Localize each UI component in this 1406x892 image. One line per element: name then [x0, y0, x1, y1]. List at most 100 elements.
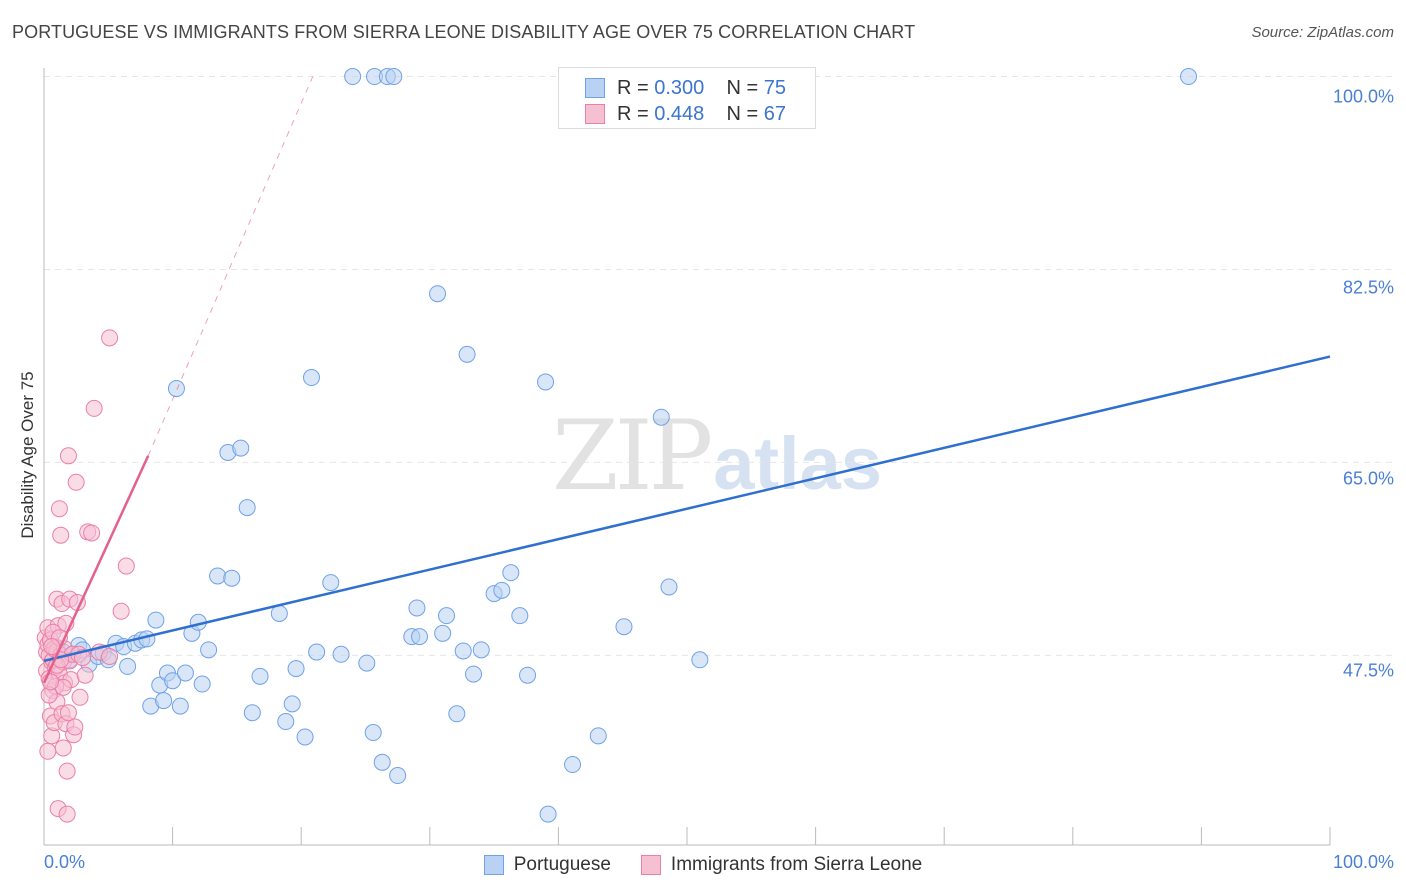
- portuguese-point: [502, 564, 520, 582]
- portuguese-point: [176, 664, 194, 682]
- sierra-leone-trend-extension: [147, 76, 314, 457]
- portuguese-point: [539, 805, 557, 823]
- portuguese-point: [193, 675, 211, 693]
- x-tick-label-0: 0.0%: [44, 852, 86, 872]
- portuguese-point: [171, 697, 189, 715]
- portuguese-point: [238, 499, 256, 517]
- sierra-leone-point: [66, 718, 84, 736]
- legend-n-value: 75: [763, 76, 787, 99]
- sierra-leone-point: [59, 447, 77, 465]
- y-tick-label-100: 100.0%: [1332, 86, 1394, 107]
- portuguese-point: [434, 624, 452, 642]
- portuguese-point: [564, 756, 582, 774]
- portuguese-point: [223, 569, 241, 587]
- legend-r-value: 0.300: [654, 76, 705, 99]
- sierra-leone-point: [83, 524, 101, 542]
- portuguese-point: [429, 285, 447, 303]
- portuguese-point: [448, 705, 466, 723]
- sierra-leone-point: [76, 666, 94, 684]
- series-legend: Portuguese Immigrants from Sierra Leone: [0, 852, 1406, 878]
- legend-item-portuguese: Portuguese: [483, 854, 611, 876]
- portuguese-point: [302, 369, 320, 387]
- portuguese-point: [164, 672, 182, 690]
- sierra-leone-point: [101, 647, 119, 665]
- sierra-leone-point: [85, 399, 103, 417]
- x-tick-label-100: 100.0%: [1332, 852, 1394, 872]
- portuguese-point: [251, 667, 269, 685]
- legend-n-value: 67: [763, 102, 787, 125]
- y-tick-label-47-5: 47.5%: [1342, 660, 1394, 681]
- portuguese-point: [373, 753, 391, 771]
- correlation-legend: R = 0.300 N = 75 R = 0.448 N = 67: [558, 67, 816, 129]
- portuguese-point: [1180, 68, 1198, 86]
- portuguese-point: [537, 373, 555, 391]
- portuguese-point: [209, 567, 227, 585]
- sierra-leone-trend-line: [42, 455, 150, 684]
- portuguese-point: [155, 692, 173, 710]
- portuguese-point: [615, 618, 633, 636]
- y-tick-label-82-5: 82.5%: [1342, 277, 1394, 298]
- portuguese-point: [472, 641, 490, 659]
- portuguese-point: [270, 604, 288, 622]
- portuguese-point: [660, 578, 678, 596]
- portuguese-point: [493, 581, 511, 599]
- sierra-leone-point: [39, 742, 57, 760]
- portuguese-point: [308, 643, 326, 661]
- legend-r-value: 0.448: [654, 102, 705, 125]
- portuguese-point: [277, 713, 295, 731]
- portuguese-point: [344, 68, 362, 86]
- legend-row-portuguese: R = 0.300 N = 75: [585, 76, 786, 100]
- portuguese-point: [385, 68, 403, 86]
- sierra-leone-point: [52, 526, 70, 544]
- portuguese-point: [652, 408, 670, 426]
- sierra-leone-point: [71, 688, 89, 706]
- portuguese-point: [408, 599, 426, 617]
- legend-item-sierra-leone: Immigrants from Sierra Leone: [640, 854, 923, 876]
- portuguese-point: [200, 641, 218, 659]
- portuguese-point: [232, 439, 250, 457]
- sierra-leone-point: [112, 602, 130, 620]
- chart-title: PORTUGUESE VS IMMIGRANTS FROM SIERRA LEO…: [12, 22, 916, 42]
- portuguese-swatch: [483, 855, 504, 875]
- portuguese-point: [283, 695, 301, 713]
- sierra-leone-point: [101, 329, 119, 347]
- portuguese-point: [243, 704, 261, 722]
- portuguese-point: [519, 666, 537, 684]
- y-axis-label: Disability Age Over 75: [18, 371, 37, 539]
- portuguese-point: [287, 660, 305, 678]
- portuguese-point: [119, 657, 137, 675]
- sierra-leone-point: [117, 557, 135, 575]
- source-credit: Source: ZipAtlas.com: [1251, 24, 1394, 41]
- sierra-leone-swatch: [640, 855, 661, 875]
- portuguese-point: [167, 380, 185, 398]
- portuguese-point: [411, 628, 429, 646]
- portuguese-point: [438, 607, 456, 625]
- legend-row-sierra-leone: R = 0.448 N = 67: [585, 102, 786, 126]
- sierra-leone-point: [50, 500, 68, 518]
- portuguese-point: [511, 607, 529, 625]
- sierra-leone-point: [58, 762, 76, 780]
- portuguese-swatch: [585, 78, 605, 98]
- legend-n-label: N =: [726, 76, 759, 99]
- portuguese-point: [691, 651, 709, 669]
- portuguese-point: [147, 611, 165, 629]
- legend-r-label: R =: [617, 102, 649, 125]
- legend-label-sierra-leone: Immigrants from Sierra Leone: [670, 854, 923, 875]
- portuguese-point: [332, 645, 350, 663]
- legend-label-portuguese: Portuguese: [513, 854, 611, 875]
- portuguese-point: [322, 574, 340, 592]
- sierra-leone-point: [54, 739, 72, 757]
- sierra-leone-point: [67, 473, 85, 491]
- sierra-leone-swatch: [585, 104, 605, 124]
- portuguese-point: [465, 665, 483, 683]
- portuguese-point: [358, 654, 376, 672]
- sierra-leone-point: [58, 805, 76, 823]
- portuguese-point: [589, 727, 607, 745]
- portuguese-point: [296, 728, 314, 746]
- legend-r-label: R =: [617, 76, 649, 99]
- legend-n-label: N =: [726, 102, 759, 125]
- portuguese-point: [454, 642, 472, 660]
- y-tick-label-65: 65.0%: [1342, 468, 1394, 489]
- portuguese-trend-line: [43, 355, 1331, 663]
